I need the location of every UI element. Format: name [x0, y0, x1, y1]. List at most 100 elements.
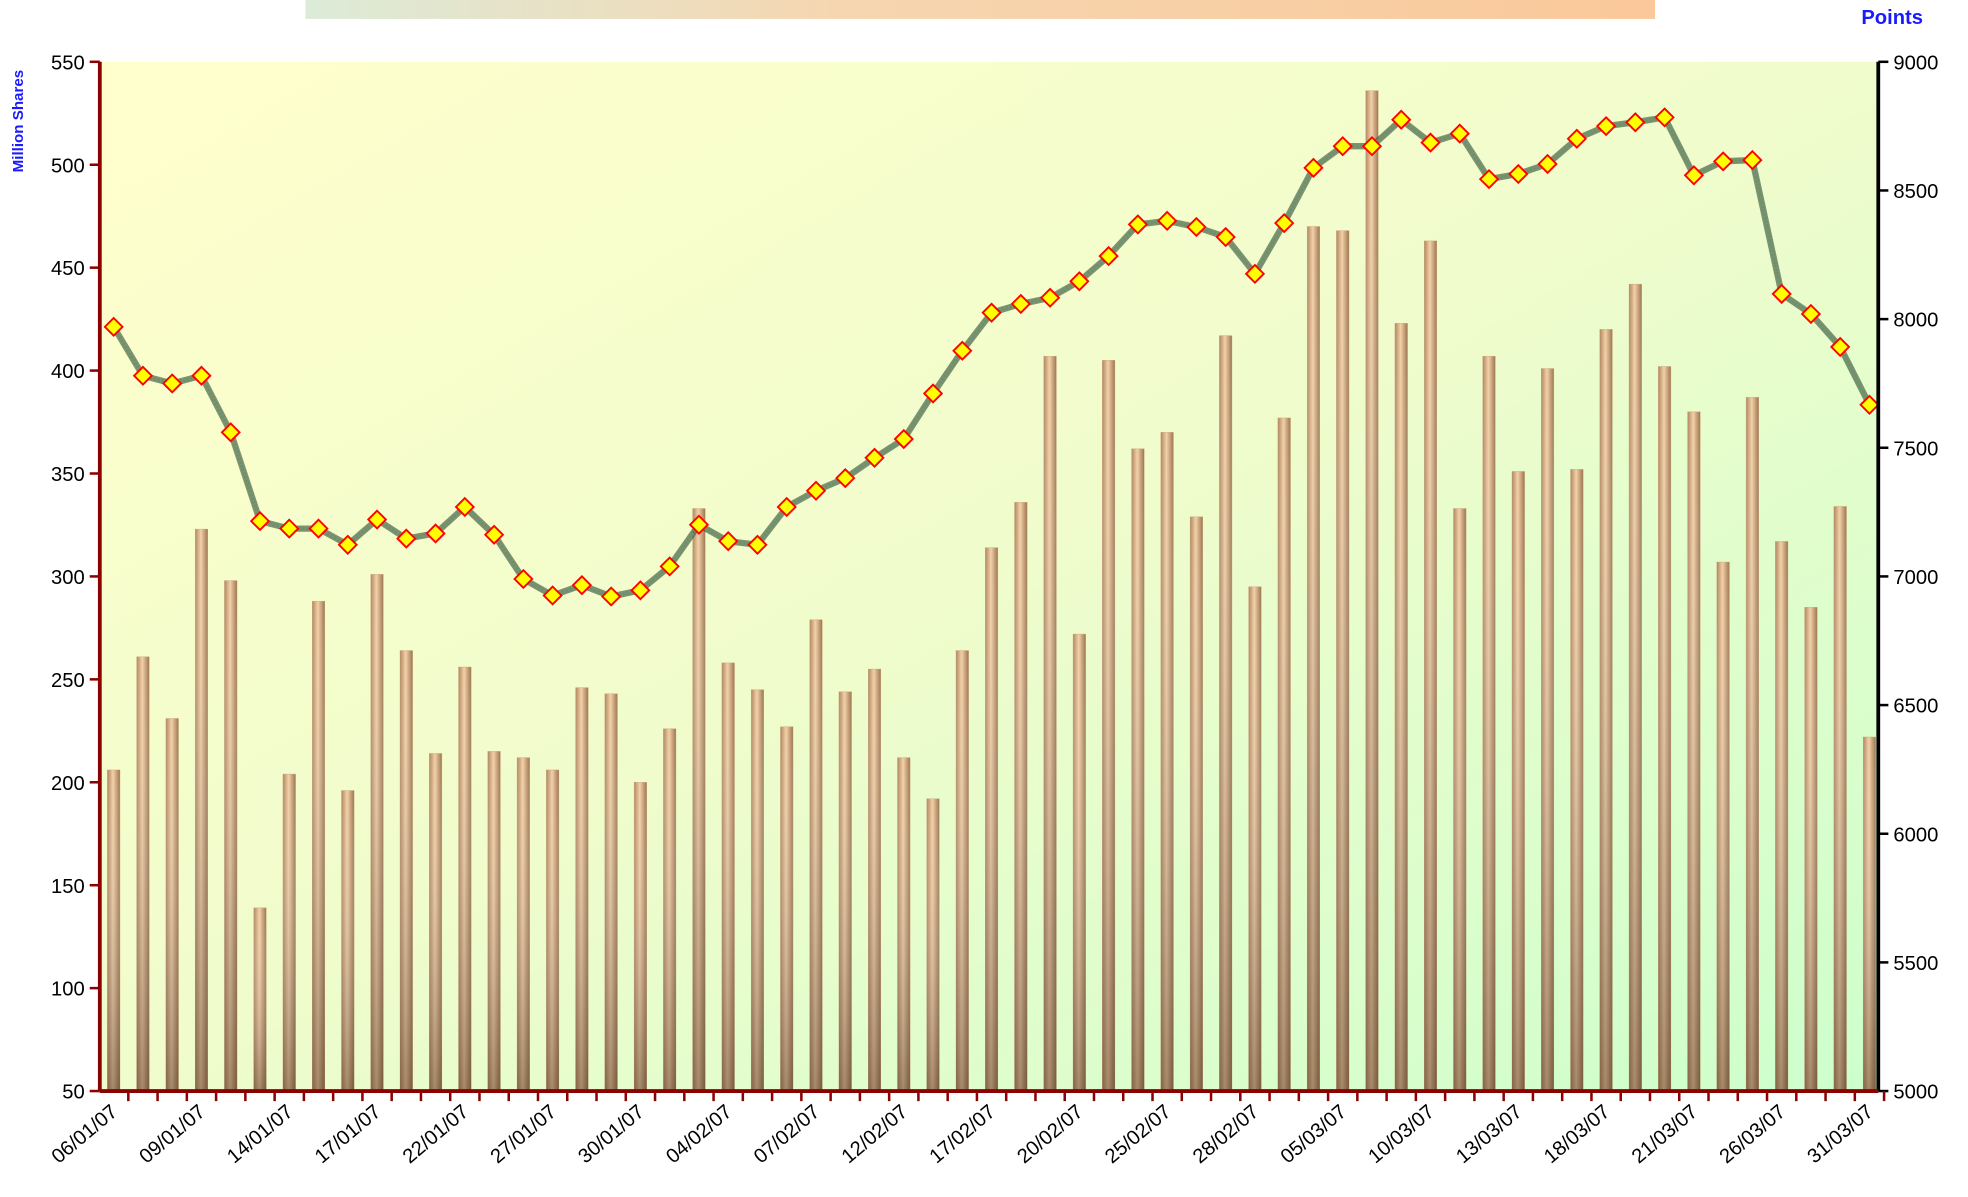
x-tick-label: 13/03/07 — [1452, 1101, 1526, 1168]
marker — [1859, 394, 1880, 415]
marker — [396, 528, 417, 549]
x-tick-label: 28/02/07 — [1189, 1101, 1263, 1168]
bar-shade — [1687, 411, 1701, 1092]
bar-shade — [1336, 230, 1350, 1092]
bar-shade — [1482, 356, 1496, 1092]
x-tick-label: 12/02/07 — [838, 1101, 912, 1168]
marker — [952, 340, 973, 361]
marker — [425, 523, 446, 544]
bar-shade — [604, 693, 618, 1092]
bar-shade — [692, 508, 706, 1092]
bar-shade — [400, 650, 413, 1092]
marker — [1449, 123, 1470, 144]
marker — [1712, 151, 1734, 172]
bar-shade — [838, 691, 852, 1092]
bar-shade — [1453, 508, 1467, 1092]
bar-shade — [1863, 736, 1876, 1092]
marker — [1537, 153, 1558, 175]
marker — [805, 480, 827, 501]
marker — [1391, 109, 1412, 130]
y-tick-label: 350 — [51, 464, 85, 486]
bar-shade — [1394, 323, 1408, 1092]
bar-shade — [955, 650, 969, 1092]
bar-shade — [341, 790, 355, 1092]
marker — [864, 447, 885, 468]
bar-shade — [1716, 562, 1730, 1092]
y2-tick-label: 9000 — [1893, 52, 1938, 74]
bar-shade — [458, 667, 472, 1092]
bar-shade — [136, 656, 150, 1092]
marker — [1566, 128, 1587, 149]
bar-shade — [1073, 634, 1086, 1092]
marker — [483, 524, 505, 545]
bar-shade — [429, 753, 442, 1092]
y-axis-title: Million Shares — [10, 70, 27, 173]
marker — [162, 373, 183, 394]
marker — [1215, 226, 1236, 248]
bar-shade — [1424, 240, 1437, 1092]
marker — [1156, 210, 1178, 231]
banner — [305, 0, 1656, 19]
bar-shade — [1629, 284, 1642, 1092]
x-tick-label: 22/01/07 — [399, 1101, 473, 1168]
y-tick-label: 250 — [51, 670, 85, 692]
marker — [659, 556, 680, 577]
bar-shade — [1365, 90, 1379, 1092]
x-tick-label: 07/02/07 — [750, 1101, 824, 1168]
marker — [1186, 216, 1207, 238]
marker — [688, 514, 710, 535]
bar-shade — [809, 619, 823, 1092]
bar-shade — [1804, 607, 1818, 1092]
x-tick-label: 05/03/07 — [1277, 1101, 1351, 1168]
marker — [630, 580, 651, 601]
x-tick-label: 17/01/07 — [311, 1101, 385, 1168]
bar-shade — [1746, 397, 1759, 1092]
bar-shade — [1219, 335, 1232, 1092]
marker — [776, 496, 797, 518]
y2-tick-label: 7000 — [1893, 567, 1938, 589]
x-tick-label: 31/03/07 — [1803, 1101, 1877, 1168]
marker — [132, 365, 154, 386]
marker — [1508, 163, 1529, 185]
x-tick-label: 25/02/07 — [1101, 1101, 1175, 1168]
bar-shade — [1131, 448, 1145, 1092]
x-tick-label: 20/02/07 — [1013, 1101, 1087, 1168]
marker — [1771, 283, 1792, 305]
marker — [542, 585, 563, 606]
y-tick-label: 100 — [51, 979, 85, 1001]
y2-tick-label: 8500 — [1893, 181, 1938, 203]
x-tick-label: 27/01/07 — [487, 1101, 561, 1168]
marker — [279, 518, 300, 539]
marker — [718, 531, 739, 552]
bar-shade — [517, 757, 530, 1092]
bar-shade — [575, 687, 589, 1092]
x-tick-label: 06/01/07 — [48, 1101, 122, 1168]
marker — [366, 509, 388, 530]
marker — [600, 586, 622, 607]
marker — [1683, 165, 1705, 186]
x-tick-label: 26/03/07 — [1716, 1101, 1790, 1168]
bar-shade — [370, 574, 384, 1092]
marker — [1742, 149, 1763, 171]
marker — [922, 383, 944, 404]
bar-shade — [1775, 541, 1788, 1092]
bar-shade — [165, 718, 179, 1092]
marker — [1127, 214, 1149, 235]
bar-shade — [780, 726, 794, 1092]
y-tick-label: 550 — [51, 52, 85, 74]
bar-shade — [897, 757, 911, 1092]
bar-shade — [868, 669, 881, 1092]
x-tick-label: 09/01/07 — [135, 1101, 209, 1168]
marker — [513, 568, 534, 590]
bar-shade — [1599, 329, 1613, 1092]
bar-shade — [1248, 586, 1262, 1092]
marker — [1830, 336, 1851, 358]
marker — [747, 534, 768, 555]
marker — [1625, 112, 1646, 133]
y-tick-label: 50 — [62, 1082, 84, 1104]
marker — [1654, 107, 1675, 128]
marker — [893, 428, 914, 450]
bar-shade — [1541, 368, 1554, 1092]
y2-tick-label: 5000 — [1893, 1082, 1938, 1104]
